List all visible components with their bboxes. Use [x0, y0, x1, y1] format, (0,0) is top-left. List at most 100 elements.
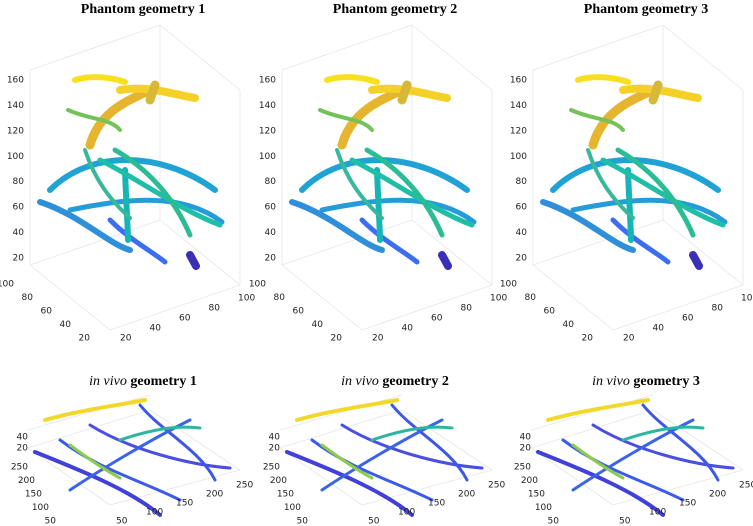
x-tick-label: 100 — [490, 294, 507, 304]
x-tick-label: 60 — [431, 314, 443, 324]
title-text: Phantom geometry 1 — [81, 2, 205, 17]
y-tick-label: 80 — [22, 293, 34, 303]
z-tick-label: 100 — [7, 152, 24, 162]
x-tick-label: 60 — [179, 314, 191, 324]
x-tick-label: 200 — [458, 490, 475, 500]
y-tick-label: 50 — [548, 517, 560, 526]
panel-title: Phantom geometry 3 — [584, 2, 708, 17]
z-tick-label: 40 — [520, 433, 532, 443]
x-tick-label: 250 — [488, 481, 505, 491]
y-tick-label: 50 — [45, 517, 57, 526]
z-tick-label: 20 — [265, 254, 277, 264]
panel-title: in vivo geometry 1 — [89, 374, 197, 389]
z-tick-label: 20 — [520, 444, 532, 454]
panel-title: in vivo geometry 3 — [592, 374, 700, 389]
y-tick-label: 60 — [293, 307, 305, 317]
z-tick-label: 120 — [510, 126, 527, 136]
y-tick-label: 150 — [277, 490, 294, 500]
x-tick-label: 50 — [116, 517, 128, 526]
y-tick-label: 200 — [270, 476, 287, 486]
x-tick-label: 40 — [150, 324, 162, 334]
z-tick-label: 140 — [510, 101, 527, 111]
y-tick-label: 40 — [312, 320, 324, 330]
z-tick-label: 80 — [516, 177, 528, 187]
z-tick-label: 100 — [510, 152, 527, 162]
title-text: Phantom geometry 3 — [584, 2, 708, 17]
x-tick-label: 40 — [653, 324, 665, 334]
y-tick-label: 250 — [514, 463, 531, 473]
y-tick-label: 150 — [528, 490, 545, 500]
z-tick-label: 160 — [259, 76, 276, 86]
z-tick-label: 140 — [259, 101, 276, 111]
x-tick-label: 200 — [709, 490, 726, 500]
vessel-render — [30, 25, 240, 330]
z-tick-label: 120 — [259, 126, 276, 136]
x-tick-label: 50 — [619, 517, 631, 526]
x-tick-label: 100 — [649, 508, 666, 518]
z-tick-label: 20 — [17, 444, 29, 454]
z-tick-label: 60 — [516, 203, 528, 213]
title-text: Phantom geometry 2 — [333, 2, 457, 17]
y-tick-label: 100 — [284, 503, 301, 513]
z-tick-label: 20 — [516, 254, 528, 264]
panel-title: in vivo geometry 2 — [341, 374, 449, 389]
x-tick-label: 60 — [682, 314, 694, 324]
z-tick-label: 40 — [516, 228, 528, 238]
title-prefix: in vivo — [341, 374, 379, 389]
x-tick-label: 200 — [206, 490, 223, 500]
y-tick-label: 20 — [582, 334, 594, 344]
x-tick-label: 20 — [120, 334, 132, 344]
y-tick-label: 100 — [500, 280, 517, 290]
z-tick-label: 120 — [7, 126, 24, 136]
panel-title: Phantom geometry 2 — [333, 2, 457, 17]
y-tick-label: 50 — [297, 517, 309, 526]
y-tick-label: 100 — [535, 503, 552, 513]
title-prefix: in vivo — [592, 374, 630, 389]
x-tick-label: 150 — [428, 499, 445, 509]
y-tick-label: 20 — [331, 334, 343, 344]
z-tick-label: 100 — [259, 152, 276, 162]
z-tick-label: 40 — [13, 228, 25, 238]
x-tick-label: 250 — [236, 481, 253, 491]
x-tick-label: 100 — [146, 508, 163, 518]
y-tick-label: 80 — [525, 293, 537, 303]
x-tick-label: 100 — [398, 508, 415, 518]
z-tick-label: 60 — [265, 203, 277, 213]
x-tick-label: 80 — [712, 304, 724, 314]
vessel-render — [533, 25, 743, 330]
y-tick-label: 100 — [249, 280, 266, 290]
x-tick-label: 80 — [461, 304, 473, 314]
x-tick-label: 50 — [368, 517, 380, 526]
x-tick-label: 100 — [238, 294, 255, 304]
x-tick-label: 20 — [372, 334, 384, 344]
z-tick-label: 140 — [7, 101, 24, 111]
title-text: geometry 2 — [382, 374, 448, 389]
y-tick-label: 20 — [79, 334, 91, 344]
z-tick-label: 60 — [13, 203, 25, 213]
y-tick-label: 60 — [41, 307, 53, 317]
z-tick-label: 80 — [13, 177, 25, 187]
z-tick-label: 160 — [510, 76, 527, 86]
y-tick-label: 100 — [0, 280, 14, 290]
y-tick-label: 200 — [521, 476, 538, 486]
panel-title: Phantom geometry 1 — [81, 2, 205, 17]
z-tick-label: 80 — [265, 177, 277, 187]
y-tick-label: 80 — [274, 293, 286, 303]
y-tick-label: 250 — [263, 463, 280, 473]
y-tick-label: 40 — [60, 320, 72, 330]
z-tick-label: 40 — [17, 433, 29, 443]
z-tick-label: 40 — [269, 433, 281, 443]
title-prefix: in vivo — [89, 374, 127, 389]
y-tick-label: 40 — [563, 320, 575, 330]
y-tick-label: 60 — [544, 307, 556, 317]
z-tick-label: 40 — [265, 228, 277, 238]
title-text: geometry 3 — [633, 374, 699, 389]
y-tick-label: 200 — [18, 476, 35, 486]
x-tick-label: 250 — [739, 481, 753, 491]
x-tick-label: 20 — [623, 334, 635, 344]
z-tick-label: 160 — [7, 76, 24, 86]
x-tick-label: 40 — [402, 324, 414, 334]
z-tick-label: 20 — [269, 444, 281, 454]
y-tick-label: 150 — [25, 490, 42, 500]
z-tick-label: 20 — [13, 254, 25, 264]
